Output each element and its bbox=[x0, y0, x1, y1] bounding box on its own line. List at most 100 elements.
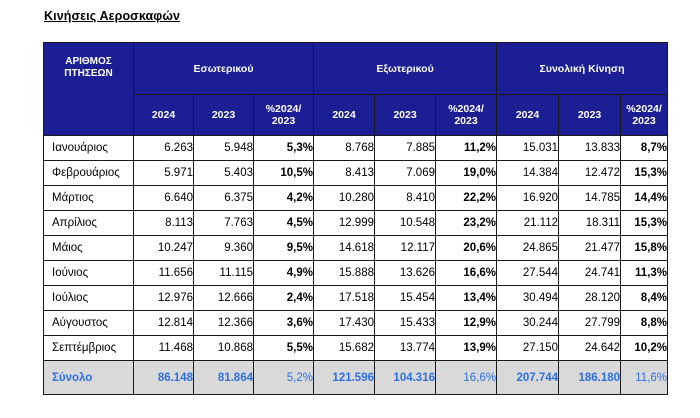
value-cell: 6.640 bbox=[133, 185, 194, 211]
table-row: Μάρτιος 6.640 6.375 4,2% 10.280 8.410 22,2% 16.… bbox=[43, 185, 669, 211]
percent-change-cell: 5,5% bbox=[253, 335, 314, 361]
value-cell: 28.120 bbox=[558, 285, 622, 311]
value-cell: 5.971 bbox=[133, 160, 194, 186]
value-cell: 12.814 bbox=[133, 310, 194, 336]
value-cell: 5.403 bbox=[193, 160, 254, 186]
value-cell: 18.311 bbox=[558, 210, 622, 236]
group-header-international: Εξωτερικού bbox=[312, 42, 498, 95]
value-cell: 6.375 bbox=[193, 185, 254, 211]
month-cell: Ιούλιος bbox=[43, 285, 134, 311]
total-value-cell: 86.148 bbox=[133, 360, 194, 395]
flights-table: ΑΡΙΘΜΟΣ ΠΤΗΣΕΩΝ Εσωτερικού Εξωτερικού Συ… bbox=[43, 42, 669, 395]
value-cell: 12.976 bbox=[133, 285, 194, 311]
percent-change-cell: 4,9% bbox=[253, 260, 314, 286]
month-cell: Σεπτέμβριος bbox=[43, 335, 134, 361]
value-cell: 14.618 bbox=[313, 235, 375, 261]
column-header: 2024 bbox=[313, 94, 375, 136]
table-row: Μάιος 10.247 9.360 9,5% 14.618 12.117 20,6% 24.… bbox=[43, 235, 669, 261]
percent-change-cell: 10,5% bbox=[253, 160, 314, 186]
total-percent-cell: 16,6% bbox=[434, 360, 498, 395]
column-header: %2024/ 2023 bbox=[620, 94, 669, 136]
value-cell: 21.112 bbox=[496, 210, 560, 236]
value-cell: 30.244 bbox=[496, 310, 560, 336]
value-cell: 15.454 bbox=[374, 285, 436, 311]
value-cell: 30.494 bbox=[496, 285, 560, 311]
value-cell: 6.263 bbox=[133, 135, 194, 161]
percent-change-cell: 8,7% bbox=[620, 135, 669, 161]
page-title: Κινήσεις Αεροσκαφών bbox=[44, 9, 181, 23]
value-cell: 17.518 bbox=[313, 285, 375, 311]
total-label: Σύνολο bbox=[43, 360, 134, 395]
percent-change-cell: 12,9% bbox=[434, 310, 498, 336]
month-cell: Φεβρουάριος bbox=[43, 160, 134, 186]
total-percent-cell: 5,2% bbox=[253, 360, 314, 395]
month-cell: Μάιος bbox=[43, 235, 134, 261]
total-percent-cell: 11,6% bbox=[620, 360, 669, 395]
value-cell: 12.666 bbox=[193, 285, 254, 311]
column-header: %2024/ 2023 bbox=[434, 94, 498, 136]
value-cell: 14.785 bbox=[558, 185, 622, 211]
value-cell: 12.472 bbox=[558, 160, 622, 186]
value-cell: 9.360 bbox=[193, 235, 254, 261]
column-header: %2024/ 2023 bbox=[253, 94, 314, 136]
value-cell: 10.280 bbox=[313, 185, 375, 211]
value-cell: 21.477 bbox=[558, 235, 622, 261]
month-cell: Μάρτιος bbox=[43, 185, 134, 211]
percent-change-cell: 4,5% bbox=[253, 210, 314, 236]
value-cell: 8.113 bbox=[133, 210, 194, 236]
table-row: Ιούνιος 11.656 11.115 4,9% 15.888 13.626 16,6%… bbox=[43, 260, 669, 286]
percent-change-cell: 8,8% bbox=[620, 310, 669, 336]
subheader-row: 2024 2023 %2024/ 2023 2024 2023 %2024/ 2023 20… bbox=[44, 94, 669, 136]
table-row: Αύγουστος 12.814 12.366 3,6% 17.430 15.433 12,… bbox=[43, 310, 669, 336]
percent-change-cell: 8,4% bbox=[620, 285, 669, 311]
percent-change-cell: 11,2% bbox=[434, 135, 498, 161]
table-row: Απρίλιος 8.113 7.763 4,5% 12.999 10.548 23,2% 2… bbox=[43, 210, 669, 236]
value-cell: 11.468 bbox=[133, 335, 194, 361]
value-cell: 12.999 bbox=[313, 210, 375, 236]
value-cell: 24.865 bbox=[496, 235, 560, 261]
percent-change-cell: 2,4% bbox=[253, 285, 314, 311]
value-cell: 11.115 bbox=[193, 260, 254, 286]
table-row: Φεβρουάριος 5.971 5.403 10,5% 8.413 7.069 19,0… bbox=[43, 160, 669, 186]
total-value-cell: 81.864 bbox=[193, 360, 254, 395]
value-cell: 13.626 bbox=[374, 260, 436, 286]
value-cell: 8.768 bbox=[313, 135, 375, 161]
column-header: 2024 bbox=[133, 94, 194, 136]
value-cell: 27.799 bbox=[558, 310, 622, 336]
value-cell: 17.430 bbox=[313, 310, 375, 336]
percent-change-cell: 16,6% bbox=[434, 260, 498, 286]
value-cell: 10.247 bbox=[133, 235, 194, 261]
total-row: Σύνολο 86.148 81.864 5,2% 121.596 104.316 16,6… bbox=[43, 360, 669, 395]
total-value-cell: 104.316 bbox=[374, 360, 436, 395]
percent-change-cell: 22,2% bbox=[434, 185, 498, 211]
table-row: Ιούλιος 12.976 12.666 2,4% 17.518 15.454 13,4%… bbox=[43, 285, 669, 311]
group-header-domestic: Εσωτερικού bbox=[133, 42, 314, 95]
column-header: 2024 bbox=[496, 94, 560, 136]
value-cell: 13.774 bbox=[374, 335, 436, 361]
percent-change-cell: 13,4% bbox=[434, 285, 498, 311]
corner-header: ΑΡΙΘΜΟΣ ΠΤΗΣΕΩΝ bbox=[43, 42, 134, 136]
percent-change-cell: 9,5% bbox=[253, 235, 314, 261]
value-cell: 12.117 bbox=[374, 235, 436, 261]
value-cell: 13.833 bbox=[558, 135, 622, 161]
value-cell: 7.763 bbox=[193, 210, 254, 236]
month-cell: Απρίλιος bbox=[43, 210, 134, 236]
value-cell: 15.433 bbox=[374, 310, 436, 336]
value-cell: 24.642 bbox=[558, 335, 622, 361]
percent-change-cell: 15,8% bbox=[620, 235, 669, 261]
value-cell: 11.656 bbox=[133, 260, 194, 286]
percent-change-cell: 5,3% bbox=[253, 135, 314, 161]
value-cell: 8.413 bbox=[313, 160, 375, 186]
value-cell: 16.920 bbox=[496, 185, 560, 211]
percent-change-cell: 15,3% bbox=[620, 160, 669, 186]
month-cell: Αύγουστος bbox=[43, 310, 134, 336]
table-body: Ιανουάριος 6.263 5.948 5,3% 8.768 7.885 11,2% 1… bbox=[43, 135, 669, 361]
value-cell: 27.150 bbox=[496, 335, 560, 361]
value-cell: 24.741 bbox=[558, 260, 622, 286]
percent-change-cell: 11,3% bbox=[620, 260, 669, 286]
value-cell: 15.682 bbox=[313, 335, 375, 361]
value-cell: 27.544 bbox=[496, 260, 560, 286]
value-cell: 10.548 bbox=[374, 210, 436, 236]
percent-change-cell: 13,9% bbox=[434, 335, 498, 361]
percent-change-cell: 23,2% bbox=[434, 210, 498, 236]
